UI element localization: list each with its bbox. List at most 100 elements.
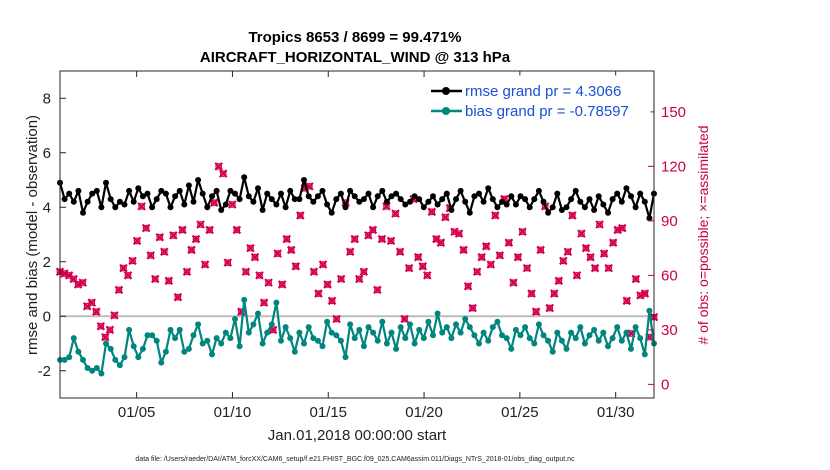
bias-point [351, 335, 358, 342]
rmse-point [480, 198, 487, 205]
bias-point [370, 329, 377, 336]
obs-assimilated-point [527, 289, 536, 298]
obs-assimilated-point [246, 243, 255, 253]
obs-assimilated-point [413, 252, 423, 262]
footer-data-file: data file: /Users/raeder/DAI/ATM_forcXX/… [135, 456, 575, 463]
rmse-point [646, 215, 653, 222]
rmse-point [116, 198, 123, 205]
bias-point [397, 324, 404, 331]
obs-possible-point [319, 261, 327, 268]
bias-point [241, 296, 248, 303]
rmse-point [264, 190, 271, 197]
obs-assimilated-point [78, 278, 87, 287]
x-tick-label: 01/05 [118, 404, 156, 421]
rmse-point [305, 193, 312, 200]
obs-assimilated-point [277, 280, 287, 289]
x-tick-label: 01/10 [214, 404, 252, 421]
bias-point [209, 351, 215, 358]
obs-assimilated-point [332, 314, 341, 324]
rmse-point [503, 201, 510, 208]
legend-bias-label: bias grand pr = -0.78597 [465, 103, 629, 120]
obs-assimilated-point [640, 289, 650, 298]
obs-possible-point [129, 257, 136, 265]
rmse-point [89, 190, 96, 197]
bias-point [250, 321, 257, 328]
obs-possible-point [605, 264, 613, 272]
obs-possible-point [124, 271, 132, 279]
y-tick-label: 4 [43, 199, 51, 216]
rmse-point [153, 196, 160, 203]
bias-point [628, 345, 634, 352]
rmse-point [342, 204, 349, 211]
obs-assimilated-point [223, 258, 233, 267]
x-tick-label: 01/15 [309, 404, 347, 421]
bias-point [586, 332, 593, 339]
obs-possible-point [251, 253, 259, 261]
bias-point [245, 329, 252, 336]
obs-assimilated-point [119, 263, 128, 273]
bias-point [291, 348, 298, 355]
bias-point [512, 326, 519, 333]
obs-possible-point [546, 304, 554, 312]
rmse-point [172, 193, 179, 200]
bias-point [577, 324, 584, 331]
obs-possible-point [237, 308, 245, 316]
bias-point [112, 356, 119, 363]
obs-possible-point [292, 262, 300, 270]
obs-assimilated-point [423, 271, 432, 280]
obs-possible-point [378, 235, 386, 243]
rmse-point [232, 190, 238, 197]
obs-possible-point [478, 253, 486, 261]
bias-point [476, 340, 482, 347]
obs-assimilated-point [454, 229, 464, 238]
obs-assimilated-point [164, 276, 174, 286]
bias-point [204, 337, 211, 344]
obs-assimilated-point [386, 236, 396, 246]
obs-assimilated-point [255, 271, 264, 280]
y-right-tick-label: 30 [661, 322, 678, 339]
obs-possible-point [428, 208, 436, 216]
rmse-point [121, 201, 128, 208]
bias-point [89, 367, 96, 374]
bias-point [333, 332, 340, 339]
obs-assimilated-point [318, 260, 328, 269]
obs-possible-point [578, 230, 585, 237]
obs-possible-point [496, 251, 504, 259]
rmse-point [98, 204, 105, 211]
obs-assimilated-point [559, 256, 568, 266]
obs-possible-point [97, 322, 105, 330]
y-right-tick-label: 120 [661, 158, 686, 175]
obs-possible-point [618, 224, 626, 232]
obs-possible-point [573, 271, 581, 279]
bias-point [158, 359, 165, 366]
obs-possible-point [287, 246, 295, 254]
obs-possible-point [473, 268, 481, 276]
rmse-point [388, 193, 395, 200]
rmse-point [568, 196, 575, 203]
obs-possible-point [600, 250, 608, 257]
rmse-point [107, 196, 114, 203]
bias-point [328, 329, 335, 336]
rmse-point [526, 204, 533, 211]
y-tick-label: -2 [38, 363, 51, 380]
rmse-point [397, 196, 404, 203]
rmse-point [167, 204, 174, 211]
x-tick-label: 01/30 [597, 404, 635, 421]
rmse-point [199, 190, 206, 197]
bias-point [558, 337, 565, 344]
obs-assimilated-point [418, 262, 428, 271]
bias-point [80, 356, 86, 363]
obs-assimilated-point [286, 245, 296, 255]
legend-rmse-marker [442, 87, 450, 95]
rmse-point [512, 201, 519, 208]
bias-point [462, 316, 469, 322]
rmse-point [126, 187, 133, 194]
bias-point [600, 329, 607, 336]
rmse-point [595, 193, 602, 200]
obs-assimilated-point [169, 231, 178, 240]
obs-assimilated-point [101, 332, 110, 342]
rmse-point [314, 193, 321, 200]
obs-possible-point [88, 299, 96, 307]
rmse-point [425, 198, 432, 205]
obs-assimilated-point [264, 278, 273, 287]
